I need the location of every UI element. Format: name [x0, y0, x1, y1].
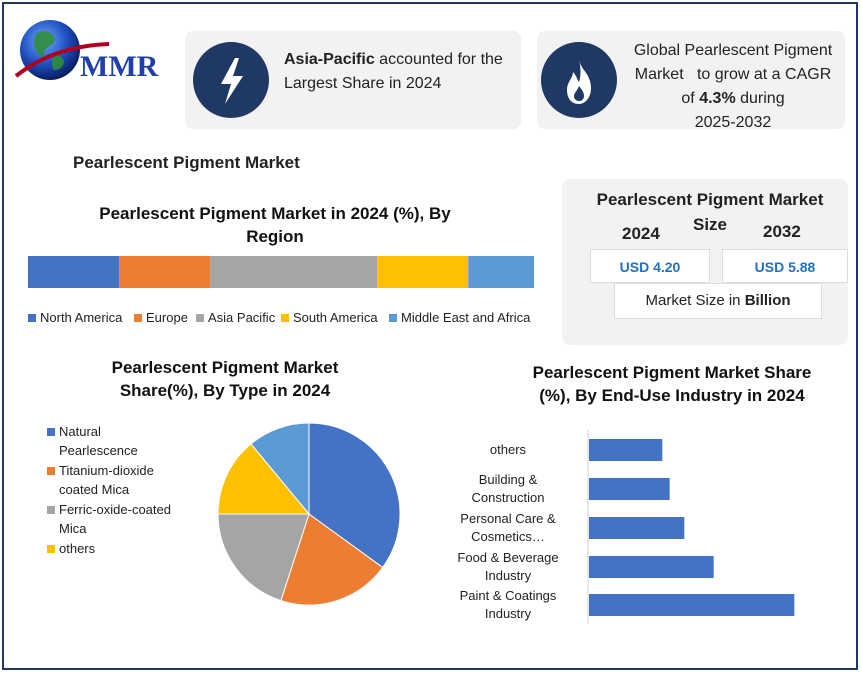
region-segment-europe	[119, 256, 211, 288]
enduse-bar-paint-coatings	[589, 594, 795, 616]
legend-label: Natural Pearlescence	[59, 424, 138, 458]
legend-label: South America	[293, 310, 378, 325]
enduse-label-food-beverage: Food & Beverage Industry	[457, 550, 559, 583]
legend-label: Titanium-dioxide coated Mica	[59, 463, 154, 497]
pie-slice-titanium-dioxide-coated-mica	[280, 513, 384, 606]
legend-swatch	[47, 427, 55, 436]
region-legend-north-america: North America	[28, 310, 122, 325]
legend-swatch	[134, 313, 142, 322]
region-segment-north-america	[28, 256, 120, 288]
legend-label: others	[59, 541, 96, 556]
market-size-card: Pearlescent Pigment Market Size 2024 2032…	[562, 179, 848, 345]
type-legend-titanium-dioxide-coated-mica: Titanium-dioxide coated Mica	[47, 461, 154, 499]
market-value-2024: USD 4.20	[590, 249, 710, 283]
lightning-icon	[193, 42, 269, 118]
region-segment-middle-east-and-africa	[468, 256, 534, 288]
region-legend-middle-east-and-africa: Middle East and Africa	[389, 310, 530, 325]
legend-swatch	[47, 544, 55, 553]
enduse-bar-building	[589, 478, 670, 500]
enduse-bar-others	[589, 439, 663, 461]
enduse-label-building: Building & Construction	[471, 472, 545, 505]
legend-swatch	[47, 505, 55, 514]
legend-label: North America	[40, 310, 123, 325]
legend-label: Middle East and Africa	[401, 310, 531, 325]
enduse-label-personal-care: Personal Care & Cosmetics…	[460, 511, 556, 544]
type-legend-natural-pearlescence: Natural Pearlescence	[47, 422, 138, 460]
enduse-chart-title: Pearlescent Pigment Market Share (%), By …	[532, 363, 812, 405]
year-2032-label: 2032	[763, 222, 801, 241]
region-legend-south-america: South America	[281, 310, 378, 325]
enduse-bar-personal-care	[589, 517, 685, 539]
legend-swatch	[47, 466, 55, 475]
market-value-2032: USD 5.88	[722, 249, 848, 283]
pie-slice-others	[217, 443, 311, 515]
cagr-highlight-card: Global Pearlescent Pigment Market to gro…	[537, 31, 845, 131]
market-size-title: Pearlescent Pigment Market Size	[596, 190, 824, 234]
enduse-label-paint-coatings: Paint & Coatings Industry	[459, 588, 557, 621]
legend-label: Asia Pacific	[208, 310, 276, 325]
region-chart-title: Pearlescent Pigment Market in 2024 (%), …	[99, 204, 451, 246]
type-legend-ferric-oxide-coated-mica: Ferric-oxide-coated Mica	[47, 500, 171, 538]
legend-swatch	[389, 313, 397, 322]
enduse-label-others: others	[489, 442, 527, 457]
pie-slice-natural-pearlescence	[308, 422, 401, 569]
pie-slice-unlabeled	[250, 422, 310, 516]
legend-swatch	[281, 313, 289, 322]
cagr-highlight-text: Global Pearlescent Pigment Market to gro…	[633, 42, 833, 131]
legend-label: Europe	[146, 310, 188, 325]
region-segment-asia-pacific	[210, 256, 378, 288]
pie-slice-ferric-oxide-coated-mica	[217, 513, 310, 602]
region-legend-europe: Europe	[134, 310, 188, 325]
year-2024-label: 2024	[622, 224, 660, 243]
mmr-logo: MMR	[14, 20, 159, 83]
legend-swatch	[28, 313, 36, 322]
region-stacked-bar	[28, 256, 534, 288]
type-chart-title: Pearlescent Pigment Market Share(%), By T…	[111, 358, 339, 400]
page-title: Pearlescent Pigment Market	[73, 153, 300, 172]
type-legend-others: others	[47, 539, 95, 558]
legend-label: Ferric-oxide-coated Mica	[59, 502, 171, 536]
enduse-bar-food-beverage	[589, 556, 714, 578]
fire-icon	[541, 42, 617, 118]
market-size-unit: Market Size in Billion	[614, 283, 822, 319]
region-highlight-text: Asia-Pacific accounted for the Largest S…	[284, 51, 503, 92]
region-highlight-card: Asia-Pacific accounted for the Largest S…	[185, 31, 521, 129]
region-legend-asia-pacific: Asia Pacific	[196, 310, 275, 325]
type-pie-chart	[217, 422, 401, 606]
logo-text: MMR	[80, 50, 159, 83]
legend-swatch	[196, 313, 204, 322]
enduse-bar-chart	[587, 430, 795, 624]
region-segment-south-america	[377, 256, 469, 288]
